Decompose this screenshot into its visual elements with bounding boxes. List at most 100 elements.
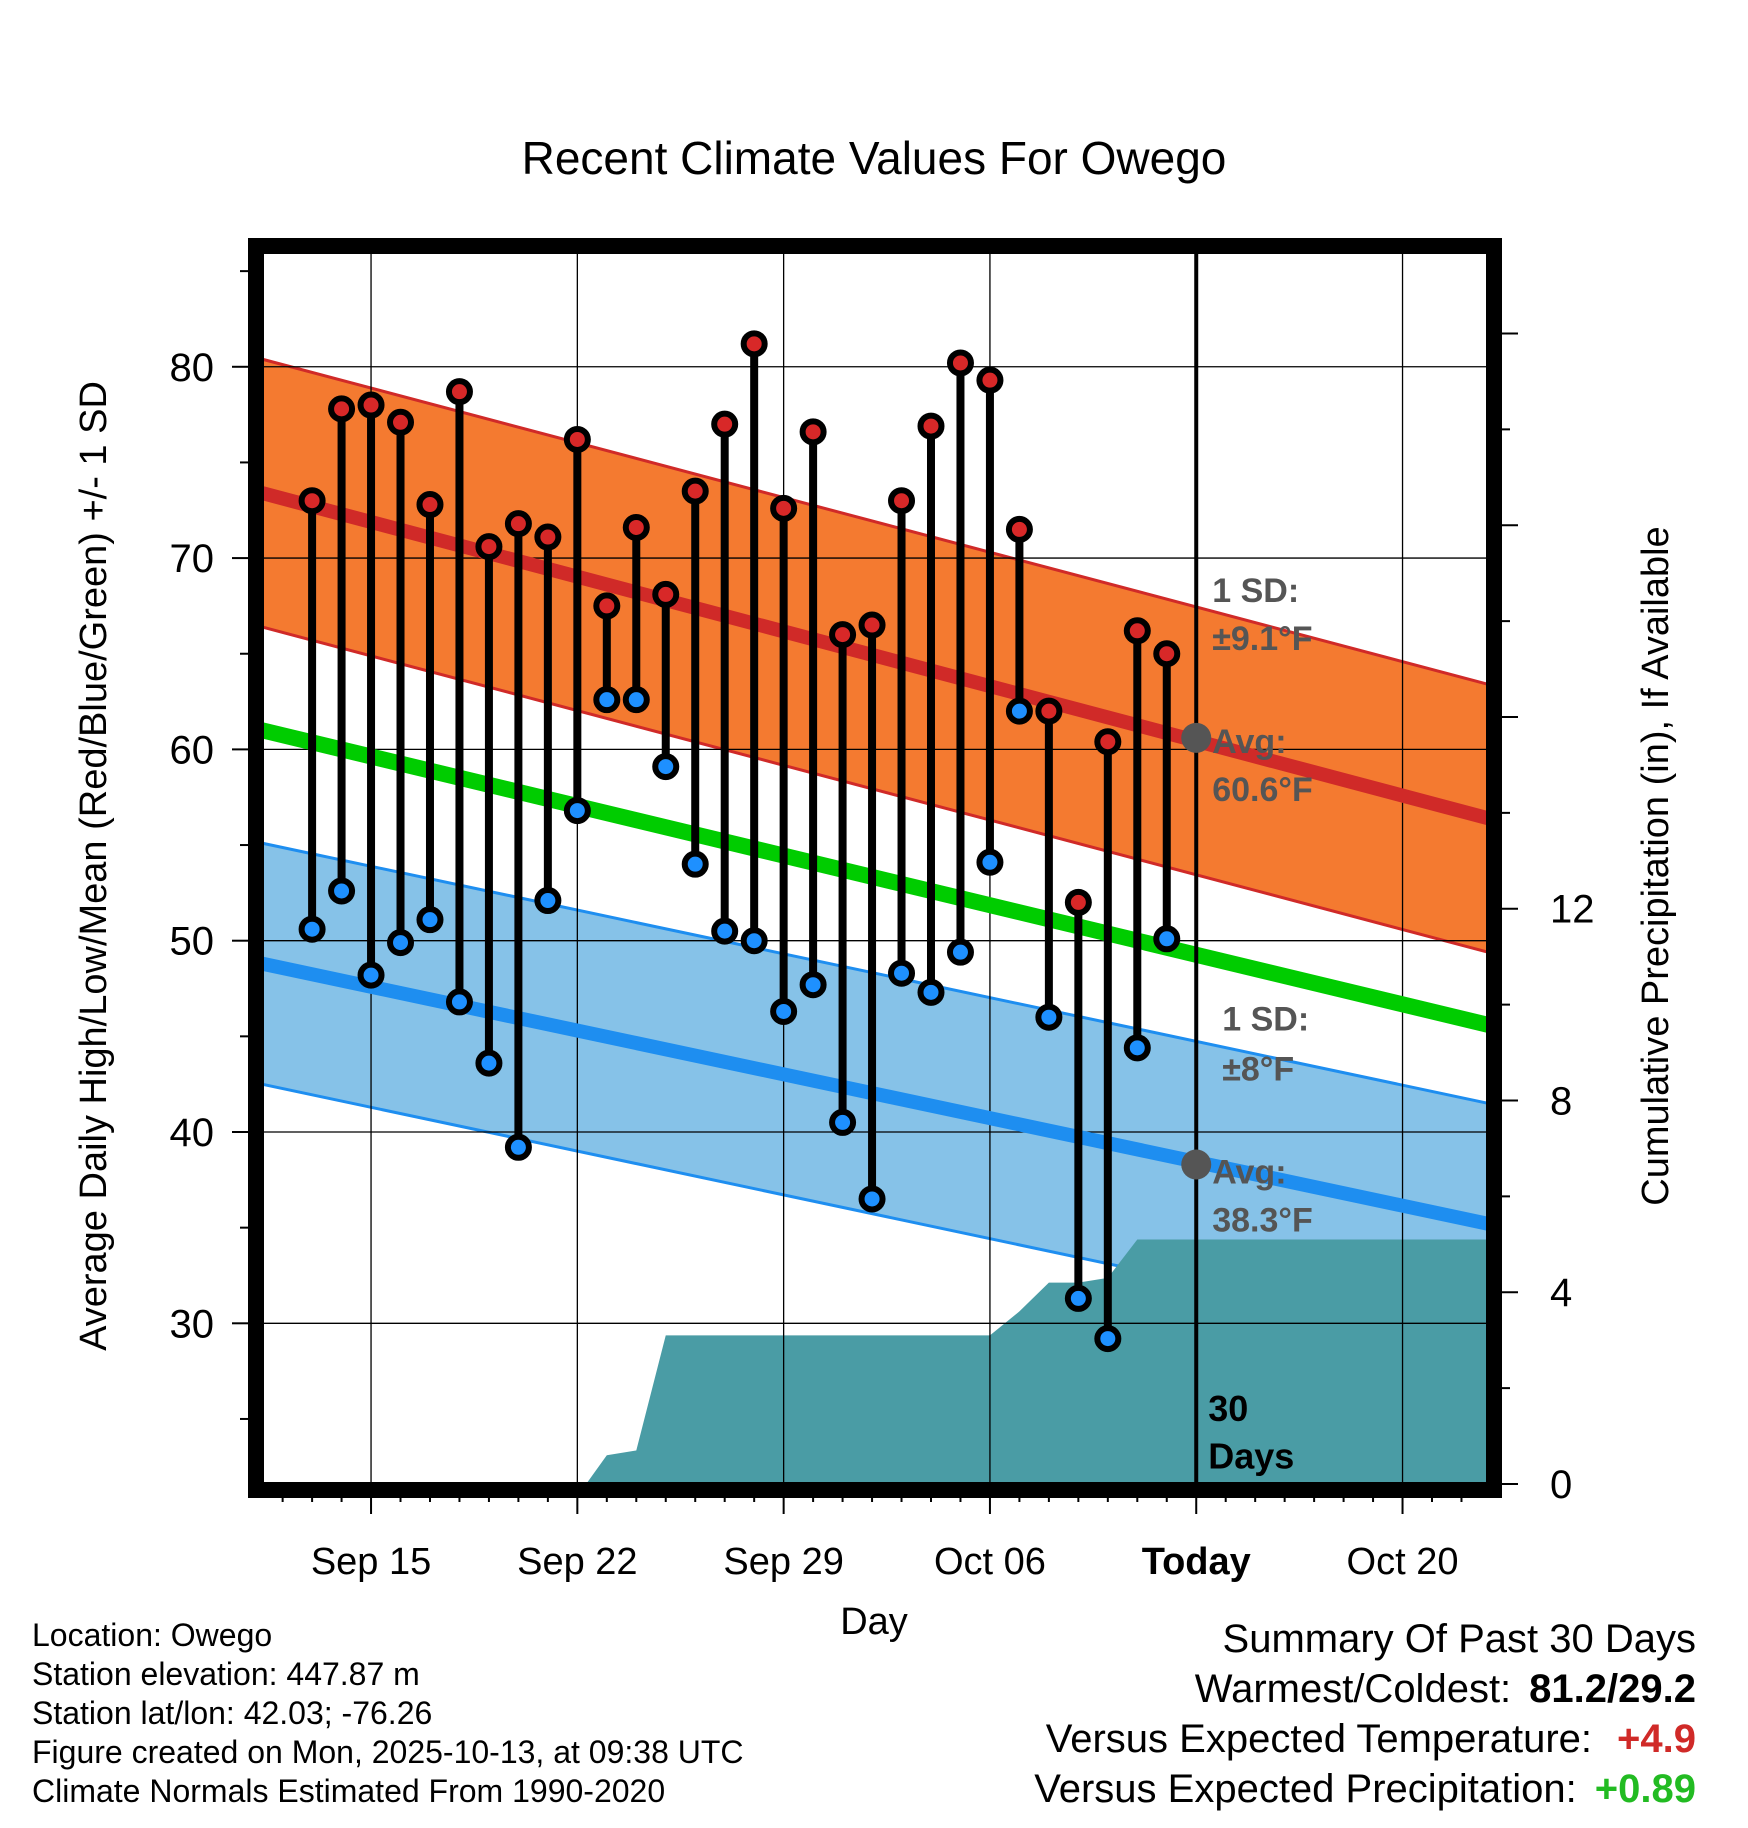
daily-low-marker bbox=[858, 1185, 886, 1213]
low-sd-value: ±8°F bbox=[1222, 1050, 1294, 1088]
daily-low-marker bbox=[328, 877, 356, 905]
daily-low-marker bbox=[1094, 1325, 1122, 1353]
today-high-avg-marker bbox=[1181, 722, 1212, 753]
y2-tick-label: 12 bbox=[1550, 888, 1595, 932]
low-avg-value: 38.3°F bbox=[1212, 1201, 1313, 1239]
high-sd-label: 1 SD: bbox=[1212, 572, 1299, 610]
x-tick-label: Sep 22 bbox=[517, 1541, 637, 1583]
daily-low-marker bbox=[563, 797, 591, 825]
daily-low-marker bbox=[946, 938, 974, 966]
daily-high-marker bbox=[799, 418, 827, 446]
daily-low-marker bbox=[1064, 1284, 1092, 1312]
high-avg-value: 60.6°F bbox=[1212, 771, 1313, 809]
daily-low-marker bbox=[652, 753, 680, 781]
daily-low-marker bbox=[770, 997, 798, 1025]
daily-high-marker bbox=[770, 494, 798, 522]
daily-low-marker bbox=[917, 978, 945, 1006]
chart-title: Recent Climate Values For Owego bbox=[522, 132, 1227, 184]
summary-precip-row: Versus Expected Precipitation: +0.89 bbox=[1034, 1764, 1696, 1814]
daily-low-marker bbox=[593, 686, 621, 714]
x-tick-label: Sep 29 bbox=[723, 1541, 843, 1583]
daily-low-marker bbox=[1005, 697, 1033, 725]
x-axis-label: Day bbox=[840, 1601, 908, 1643]
y-axis-label: Average Daily High/Low/Mean (Red/Blue/Gr… bbox=[73, 381, 115, 1351]
daily-low-marker bbox=[534, 887, 562, 915]
daily-high-marker bbox=[888, 487, 916, 515]
x-tick-label: Oct 20 bbox=[1347, 1541, 1459, 1583]
daily-high-marker bbox=[416, 491, 444, 519]
daily-low-marker bbox=[357, 961, 385, 989]
y-tick-label: 70 bbox=[170, 537, 215, 581]
latlon-text: Station lat/lon: 42.03; -76.26 bbox=[32, 1695, 433, 1731]
daily-high-marker bbox=[387, 408, 415, 436]
daily-high-marker bbox=[740, 330, 768, 358]
y2-axis-label: Cumulative Precipitation (in), If Availa… bbox=[1635, 526, 1677, 1205]
location-text: Location: Owego bbox=[32, 1617, 273, 1653]
daily-high-marker bbox=[946, 349, 974, 377]
high-avg-label: Avg: bbox=[1212, 723, 1286, 761]
daily-high-marker bbox=[357, 391, 385, 419]
daily-high-marker bbox=[1064, 888, 1092, 916]
daily-high-marker bbox=[652, 580, 680, 608]
plot-frame bbox=[248, 238, 1502, 1498]
daily-low-marker bbox=[711, 917, 739, 945]
daily-high-marker bbox=[1153, 640, 1181, 668]
precip-departure-value: +0.89 bbox=[1594, 1767, 1696, 1811]
summary-panel: Summary Of Past 30 Days Warmest/Coldest:… bbox=[1034, 1614, 1696, 1814]
precip-departure-label: Versus Expected Precipitation: bbox=[1034, 1767, 1577, 1811]
daily-high-marker bbox=[534, 523, 562, 551]
daily-high-marker bbox=[593, 592, 621, 620]
daily-high-marker bbox=[711, 410, 739, 438]
daily-high-marker bbox=[1035, 697, 1063, 725]
y-tick-label: 50 bbox=[170, 920, 215, 964]
daily-low-marker bbox=[1035, 1003, 1063, 1031]
summary-heading: Summary Of Past 30 Days bbox=[1222, 1617, 1696, 1661]
daily-low-marker bbox=[888, 959, 916, 987]
daily-high-marker bbox=[1094, 728, 1122, 756]
warmest-value: 81.2/29.2 bbox=[1529, 1667, 1696, 1711]
daily-high-marker bbox=[917, 412, 945, 440]
x-tick-label: Sep 15 bbox=[311, 1541, 431, 1583]
x-tick-label: Today bbox=[1142, 1541, 1251, 1583]
daily-high-marker bbox=[976, 366, 1004, 394]
daily-high-marker bbox=[445, 378, 473, 406]
today-days-label: Days bbox=[1208, 1436, 1294, 1477]
normals-text: Climate Normals Estimated From 1990-2020 bbox=[32, 1773, 666, 1809]
high-sd-value: ±9.1°F bbox=[1212, 620, 1312, 658]
daily-high-marker bbox=[328, 395, 356, 423]
daily-high-marker bbox=[1123, 617, 1151, 645]
daily-high-marker bbox=[622, 513, 650, 541]
precip-area bbox=[586, 1239, 1488, 1484]
daily-high-marker bbox=[504, 510, 532, 538]
daily-high-marker bbox=[1005, 515, 1033, 543]
low-sd-label: 1 SD: bbox=[1222, 1001, 1309, 1039]
y-tick-label: 80 bbox=[170, 346, 215, 390]
daily-low-marker bbox=[298, 915, 326, 943]
summary-temp-row: Versus Expected Temperature: +4.9 bbox=[1034, 1714, 1696, 1764]
y-tick-label: 60 bbox=[170, 728, 215, 772]
daily-low-marker bbox=[504, 1133, 532, 1161]
daily-low-marker bbox=[976, 848, 1004, 876]
y2-tick-label: 0 bbox=[1550, 1463, 1572, 1507]
daily-low-marker bbox=[387, 929, 415, 957]
daily-low-marker bbox=[799, 971, 827, 999]
daily-high-marker bbox=[563, 425, 591, 453]
station-info: Location: Owego Station elevation: 447.8… bbox=[32, 1616, 744, 1811]
daily-low-marker bbox=[622, 686, 650, 714]
today-days-count: 30 bbox=[1208, 1388, 1248, 1429]
daily-high-marker bbox=[475, 533, 503, 561]
x-tick-label: Oct 06 bbox=[934, 1541, 1046, 1583]
daily-high-marker bbox=[681, 477, 709, 505]
daily-high-marker bbox=[298, 487, 326, 515]
high-sd-band-upper-edge bbox=[261, 357, 1489, 686]
created-text: Figure created on Mon, 2025-10-13, at 09… bbox=[32, 1734, 744, 1770]
daily-low-marker bbox=[1153, 925, 1181, 953]
today-low-avg-marker bbox=[1181, 1149, 1212, 1180]
y-tick-label: 40 bbox=[170, 1111, 215, 1155]
daily-low-marker bbox=[829, 1108, 857, 1136]
summary-warmest-row: Warmest/Coldest: 81.2/29.2 bbox=[1034, 1664, 1696, 1714]
daily-low-marker bbox=[416, 906, 444, 934]
daily-low-marker bbox=[681, 850, 709, 878]
warmest-label: Warmest/Coldest: bbox=[1194, 1667, 1512, 1711]
